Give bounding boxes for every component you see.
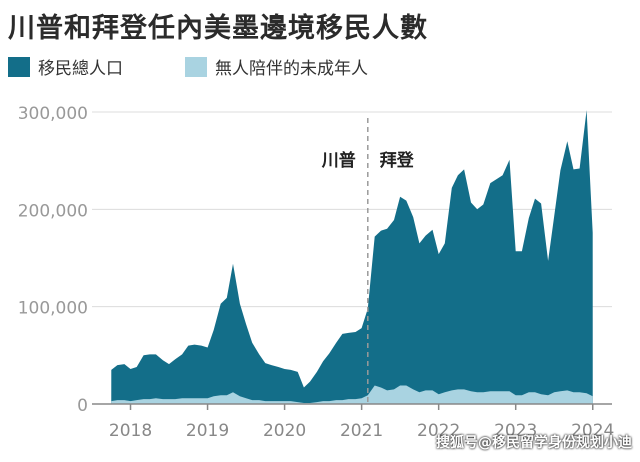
- series-areas: [111, 110, 593, 404]
- area-total-migrants: [111, 110, 593, 404]
- x-tick-label: 2019: [186, 421, 229, 441]
- x-tick-label: 2018: [109, 421, 152, 441]
- legend: 移民總人口 無人陪伴的未成年人: [8, 54, 430, 79]
- watermark: 搜狐号@移民留学身份规划小迪: [436, 435, 632, 451]
- legend-swatch-total: [8, 56, 30, 77]
- annotation-trump: 川普: [321, 150, 356, 171]
- y-tick-label: 100,000: [18, 299, 88, 319]
- annotation-biden: 拜登: [380, 150, 415, 171]
- area-unaccompanied-minors: [111, 385, 593, 404]
- chart-title: 川普和拜登任內美墨邊境移民人數: [8, 13, 428, 44]
- x-tick-label: 2023: [494, 421, 537, 441]
- legend-label-minors: 無人陪伴的未成年人: [215, 59, 368, 79]
- y-tick-label: 0: [77, 396, 88, 416]
- axes: [92, 403, 612, 410]
- legend-item-minors: 無人陪伴的未成年人: [185, 54, 368, 79]
- y-tick-label: 200,000: [18, 201, 88, 221]
- x-tick-label: 2024: [571, 421, 614, 441]
- legend-swatch-minors: [185, 56, 207, 77]
- tick-labels: 0 100,000 200,000 300,000 2018 2019 2020 2021 20…: [18, 104, 615, 441]
- y-tick-label: 300,000: [18, 104, 88, 124]
- x-tick-label: 2020: [263, 421, 306, 441]
- legend-label-total: 移民總人口: [38, 59, 123, 79]
- x-tick-label: 2022: [417, 421, 460, 441]
- legend-item-total: 移民總人口: [8, 54, 123, 79]
- x-tick-label: 2021: [340, 421, 383, 441]
